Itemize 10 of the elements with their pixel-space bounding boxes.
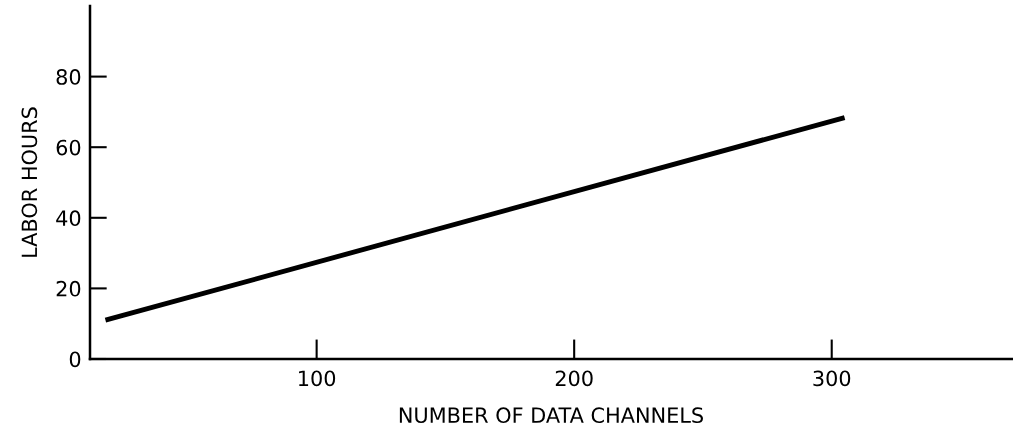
x-tick-label: 300 xyxy=(813,370,851,387)
y-axis-title: LABOR HOURS xyxy=(21,107,38,257)
y-tick-label: 60 xyxy=(56,139,81,156)
x-axis-title: NUMBER OF DATA CHANNELS xyxy=(399,407,703,424)
y-tick-label: 20 xyxy=(56,280,81,297)
y-tick-label: 40 xyxy=(56,210,81,227)
x-tick-label: 200 xyxy=(555,370,593,387)
y-tick-label: 0 xyxy=(69,351,81,368)
x-tick-label: 100 xyxy=(299,370,336,387)
y-tick-label: 80 xyxy=(56,69,81,85)
